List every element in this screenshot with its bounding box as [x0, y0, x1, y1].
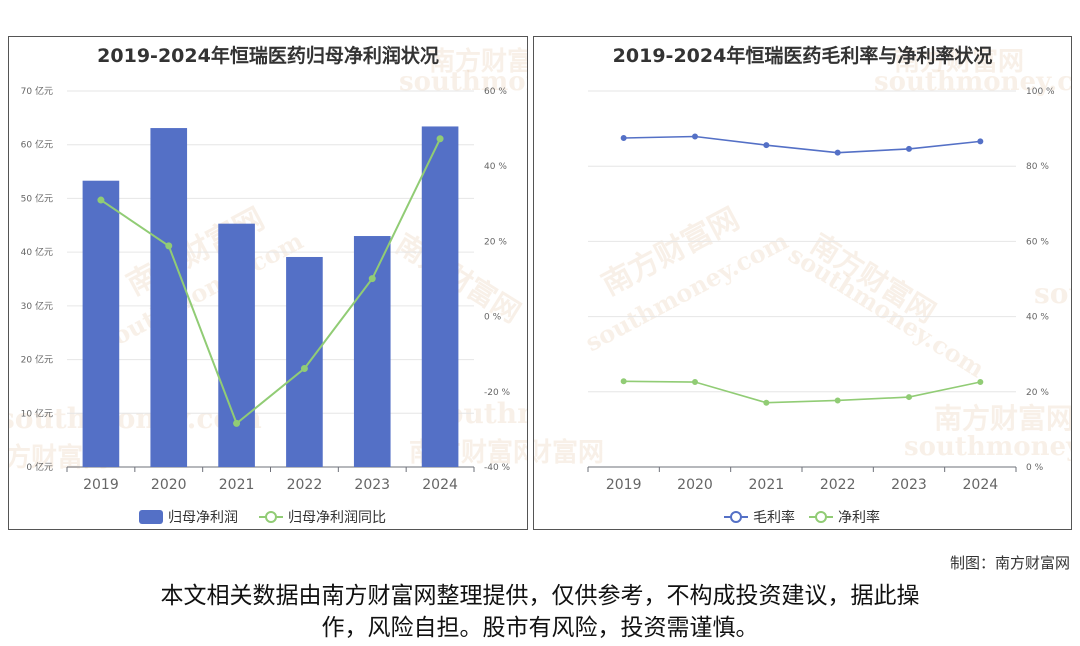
bar-2019: [82, 180, 120, 467]
right-chart-panel: southmoney.com南方财富网southmoney.com南方财富网so…: [533, 36, 1072, 530]
gross-margin-line: [623, 135, 981, 154]
x-tick-label: 2023: [354, 477, 390, 493]
x-tick-label: 2022: [820, 477, 856, 493]
left-chart-panel: 南方财富网southmoney.com南方财富网southmoney.com南方…: [8, 36, 528, 530]
x-tick-label: 2020: [151, 477, 187, 493]
x-tick-label: 2019: [83, 477, 119, 493]
gross-margin-point-2023: [906, 145, 912, 152]
x-tick-label: 2024: [963, 477, 999, 493]
y-right-tick-label: 40 %: [1026, 313, 1049, 323]
net-margin-line: [623, 380, 981, 404]
legend-line-label: 归母净利润同比: [288, 509, 386, 526]
gross-margin-point-2022: [834, 149, 841, 156]
gross-margin-point-2024: [977, 138, 984, 145]
y-right-tick-label: 80 %: [1026, 162, 1049, 172]
gross-margin-point-2020: [692, 133, 698, 140]
x-tick-label: 2024: [422, 477, 458, 493]
margin-chart: 0 % 20 % 40 % 60 % 80 % 100 % 2019 2020 2021 2022…: [587, 87, 1055, 526]
bar-2023: [353, 236, 391, 467]
bar-2020: [150, 128, 188, 467]
gross-margin-point-2021: [763, 142, 770, 149]
y-right-tick-label: 40 %: [484, 162, 507, 172]
chart-credit: 制图：南方财富网: [949, 554, 1070, 572]
disclaimer-line-1: 本文相关数据由南方财富网整理提供，仅供参考，不构成投资建议，据此操: [160, 583, 920, 609]
y-left-tick-label: 50 亿元: [21, 192, 53, 204]
yoy-line: [100, 138, 441, 426]
left-chart-title: 2019-2024年恒瑞医药归母净利润状况: [97, 45, 439, 67]
y-right-tick-label: 0 %: [484, 313, 502, 323]
gross-margin-point-2019: [620, 135, 627, 141]
y-right-tick-label: 20 %: [1026, 388, 1049, 398]
y-left-tick-label: 70 亿元: [21, 85, 53, 97]
yoy-point-2022: [300, 364, 308, 372]
x-tick-label: 2020: [677, 477, 713, 493]
y-right-tick-label: 100 %: [1026, 87, 1055, 97]
y-left-tick-label: 10 亿元: [21, 407, 53, 419]
legend-bar-swatch: [139, 510, 163, 524]
net-margin-point-2023: [906, 394, 912, 401]
x-tick-label: 2023: [891, 477, 927, 493]
y-right-tick-label: 60 %: [1026, 237, 1049, 247]
y-right-tick-label: 60 %: [484, 87, 507, 97]
x-tick-label: 2019: [606, 477, 642, 493]
y-left-tick-label: 20 亿元: [21, 354, 53, 366]
disclaimer: 本文相关数据由南方财富网整理提供，仅供参考，不构成投资建议，据此操 作，风险自担…: [60, 580, 1020, 644]
y-right-tick-label: 20 %: [484, 237, 507, 247]
net-margin-point-2021: [763, 399, 770, 406]
yoy-point-2019: [97, 196, 105, 204]
disclaimer-line-2: 作，风险自担。股市有风险，投资需谨慎。: [321, 615, 759, 641]
net-margin-point-2024: [977, 379, 984, 386]
bar-2024: [421, 126, 459, 468]
x-tick-label: 2021: [219, 477, 255, 493]
legend-gross-margin-marker: [730, 511, 742, 523]
y-left-tick-label: 40 亿元: [21, 246, 53, 258]
bar-2022: [286, 256, 323, 467]
y-left-tick-label: 30 亿元: [21, 300, 53, 312]
yoy-point-2021: [233, 419, 241, 427]
legend-bar-label: 归母净利润: [168, 509, 238, 526]
y-left-tick-label: 0 亿元: [26, 461, 53, 473]
y-right-tick-label: 0 %: [1026, 463, 1044, 473]
net-profit-chart: 0 亿元 10 亿元 20 亿元 30 亿元 40 亿元 50 亿元 60 亿元 70 亿元 -…: [21, 85, 511, 526]
bar-2021: [218, 223, 255, 467]
x-tick-label: 2022: [287, 477, 323, 493]
net-margin-point-2019: [620, 378, 627, 385]
y-right-tick-label: -20 %: [484, 388, 511, 398]
legend-net-margin-marker: [815, 511, 827, 523]
yoy-point-2020: [165, 242, 173, 250]
net-margin-point-2022: [834, 397, 841, 404]
x-tick-label: 2021: [749, 477, 785, 493]
right-chart-title: 2019-2024年恒瑞医药毛利率与净利率状况: [612, 45, 993, 67]
legend-gross-margin-label: 毛利率: [753, 509, 795, 526]
yoy-point-2024: [436, 135, 444, 143]
yoy-point-2023: [368, 275, 376, 283]
net-margin-point-2020: [692, 379, 698, 386]
legend-net-margin-label: 净利率: [838, 509, 880, 526]
legend-line-marker: [265, 511, 277, 523]
y-right-tick-label: -40 %: [484, 463, 511, 473]
y-left-tick-label: 60 亿元: [21, 139, 53, 151]
